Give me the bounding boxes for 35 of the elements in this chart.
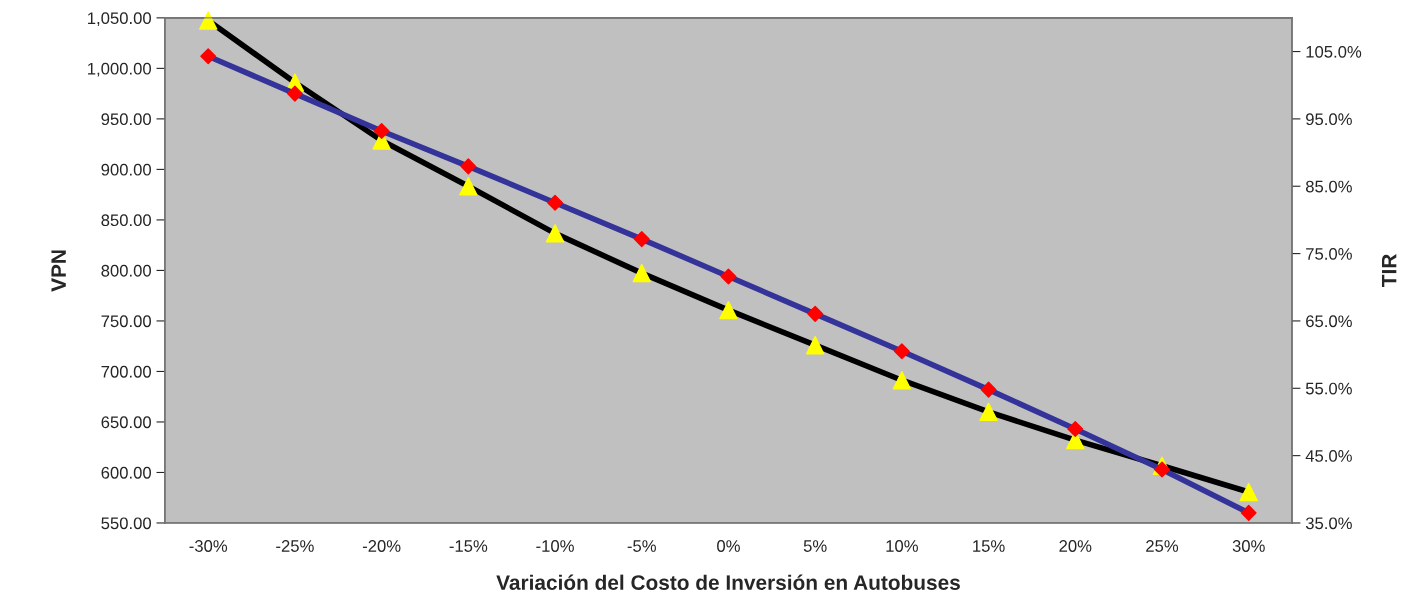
y2-tick-label: 45.0% (1305, 450, 1352, 462)
y-tick-label: 1,000.00 (88, 62, 152, 77)
y-tick-label: 950.00 (101, 113, 152, 126)
y2-tick-label: 75.0% (1306, 247, 1352, 260)
y2-tick-label: 105.0% (1306, 45, 1362, 58)
y-tick-label: 700.00 (101, 365, 152, 378)
x-tick-label: -15% (449, 540, 488, 552)
x-tick-label: 25% (1146, 540, 1179, 552)
x-tick-label: 30% (1232, 540, 1265, 552)
x-tick-label: -25% (276, 540, 314, 552)
x-axis-title: Variación del Costo de Inversión en Autobuses (496, 574, 960, 590)
x-tick-label: 15% (973, 540, 1005, 552)
y-tick-label: 1,050.00 (88, 12, 152, 27)
x-tick-label: -10% (536, 540, 574, 552)
y-tick-label: 550.00 (101, 517, 152, 530)
y-tick-label: 750.00 (101, 315, 152, 328)
y-tick-label: 600.00 (101, 466, 152, 479)
y-tick-label: 650.00 (101, 416, 152, 429)
y2-tick-label: 85.0% (1305, 180, 1352, 193)
x-tick-label: -30% (189, 540, 228, 552)
y-tick-label: 800.00 (101, 264, 152, 277)
x-tick-label: -20% (362, 540, 401, 552)
y2-tick-label: 55.0% (1305, 382, 1352, 395)
y-axis-title: VPN (51, 250, 66, 292)
x-tick-label: 5% (803, 540, 827, 552)
x-tick-label: 10% (886, 540, 918, 552)
x-tick-label: 20% (1059, 540, 1092, 552)
y-tick-label: 850.00 (101, 214, 152, 227)
x-tick-label: -5% (627, 540, 656, 552)
y2-tick-label: 35.0% (1305, 517, 1352, 530)
y-tick-label: 900.00 (101, 163, 152, 176)
y2-axis-title: TIR (1381, 254, 1397, 287)
x-tick-label: 0% (717, 540, 740, 552)
y2-tick-label: 65.0% (1306, 315, 1352, 328)
y2-tick-label: 95.0% (1306, 113, 1352, 126)
